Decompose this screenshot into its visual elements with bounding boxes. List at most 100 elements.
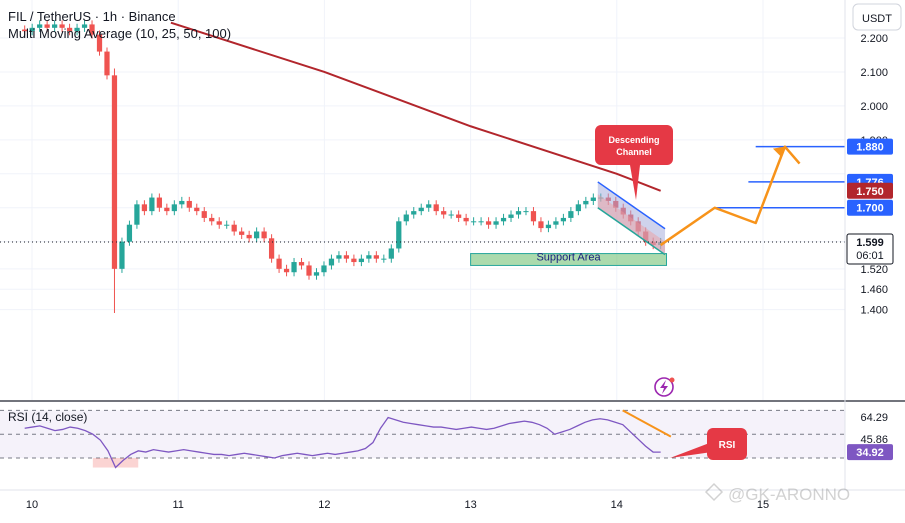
candle-body [254, 231, 260, 239]
candle-body [366, 255, 372, 259]
candle-body [508, 214, 514, 218]
descending-channel-lower-fill [597, 194, 666, 255]
price-tick: 2.000 [860, 101, 888, 113]
candle-body [381, 258, 387, 260]
candle-body [448, 214, 454, 216]
candle-body [396, 221, 402, 249]
candle-body [530, 211, 537, 222]
bar-countdown-label: 06:01 [856, 250, 884, 262]
candle-body [216, 221, 222, 225]
watermark: @GK-ARONNO [704, 482, 850, 504]
candle-body [485, 221, 492, 225]
rsi-level-label: 64.29 [860, 412, 888, 424]
price-tick: 1.400 [860, 305, 888, 317]
candle-body [545, 224, 552, 229]
price-tick: 2.100 [860, 67, 888, 79]
candle-body [291, 262, 297, 273]
symbol-title[interactable]: FIL / TetherUS · 1h · Binance [8, 9, 176, 24]
price-tick: 1.520 [860, 264, 888, 276]
candle-body [403, 214, 409, 222]
candle-body [186, 200, 192, 208]
candle-body [411, 211, 417, 215]
candle-body [156, 197, 162, 208]
channel-upper-line [597, 181, 666, 230]
channel-lower-line [597, 207, 666, 256]
candle-body [433, 204, 439, 212]
candle-body [313, 272, 320, 276]
candle-body [328, 258, 335, 266]
candle-body [29, 27, 35, 32]
price-axis[interactable]: 2.2002.1002.0001.9001.5201.4601.4001.880… [846, 33, 894, 317]
candle-body [126, 224, 133, 242]
candle-body [343, 255, 350, 259]
rsi-trend-line [622, 409, 672, 438]
candle-body [388, 248, 394, 259]
rsi-callout: RSI [670, 428, 747, 460]
candle-body [209, 217, 215, 222]
price-badge-label: 1.880 [856, 142, 884, 154]
candle-body [134, 204, 140, 225]
candle-body [336, 255, 342, 259]
candle-body [538, 221, 544, 229]
candle-body [426, 204, 432, 208]
candle-body [179, 200, 185, 205]
currency-button[interactable]: USDT [852, 3, 902, 31]
candle-body [246, 234, 252, 239]
time-tick: 15 [757, 499, 769, 511]
candle-body [119, 241, 125, 269]
candle-body [470, 221, 477, 223]
candle-body [59, 24, 65, 28]
candle-body [37, 24, 43, 28]
descending-channel-line-1: Descending [608, 135, 659, 145]
candle-body [515, 211, 522, 215]
rsi-current-badge [847, 444, 893, 461]
candle-body [231, 224, 237, 232]
candle-body [149, 197, 155, 212]
rsi-line [24, 416, 661, 469]
candle-body [141, 204, 148, 212]
candle-body [553, 221, 559, 225]
time-axis[interactable]: 10 11 12 13 14 15 [26, 499, 769, 511]
candle-body [298, 262, 305, 266]
descending-channel-callout: Descending Channel [595, 125, 673, 200]
price-badge [847, 138, 893, 155]
candle-body [568, 211, 574, 218]
descending-channel-fill [597, 181, 666, 255]
candle-body [51, 24, 58, 28]
candle-body [575, 204, 581, 212]
candle-body [418, 207, 424, 212]
time-tick: 11 [172, 499, 183, 511]
price-badge [847, 199, 893, 216]
rsi-level-label: 45.86 [860, 434, 888, 446]
price-tick: 2.200 [860, 33, 888, 45]
candle-body [44, 24, 50, 28]
candle-body [96, 34, 103, 52]
rsi-title[interactable]: RSI (14, close) [8, 410, 87, 424]
rsi-callout-label: RSI [719, 440, 736, 451]
indicator-title[interactable]: Multi Moving Average (10, 25, 50, 100) [8, 26, 231, 41]
candle-body [239, 231, 245, 235]
support-area-box [470, 253, 668, 266]
candle-body [321, 265, 327, 273]
projection-arrowhead [772, 146, 785, 157]
candle-body [373, 255, 379, 259]
projection-path [659, 145, 801, 247]
candle-body [194, 207, 200, 212]
ma-100-line [170, 21, 662, 192]
main-pane[interactable] [0, 0, 845, 400]
price-badge-label: 1.750 [856, 186, 884, 198]
watermark-text: @GK-ARONNO [728, 485, 850, 504]
time-tick: 13 [464, 499, 476, 511]
support-area-label: Support Area [536, 252, 601, 264]
price-tick: 1.460 [860, 284, 888, 296]
candle-body [89, 24, 95, 35]
time-tick: 14 [611, 499, 623, 511]
candle-body [441, 211, 447, 215]
candle-body [283, 268, 290, 273]
rsi-current-label: 34.92 [856, 447, 884, 459]
current-price-label: 1.599 [856, 237, 884, 249]
candle-body [261, 231, 267, 239]
lightning-icon[interactable] [654, 377, 675, 397]
